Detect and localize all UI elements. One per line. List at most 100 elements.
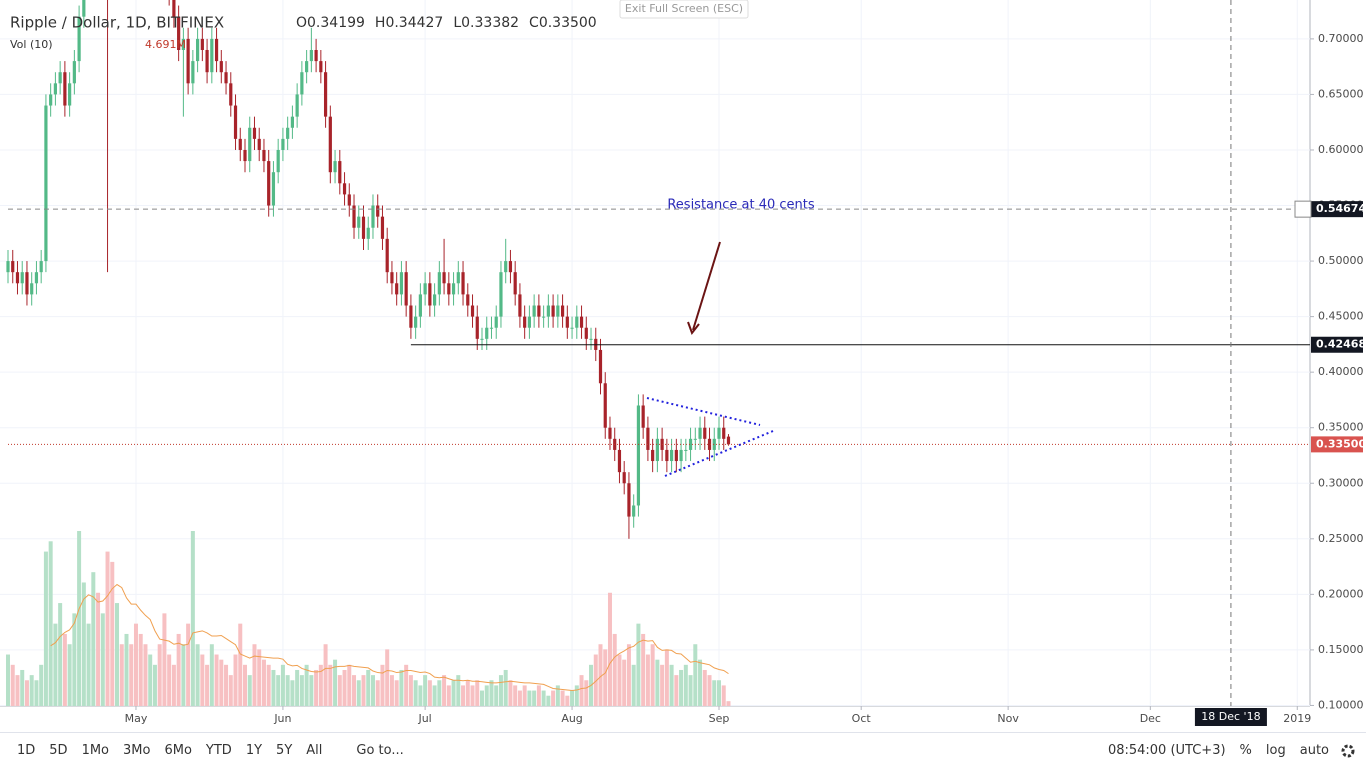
crosshair-icon bbox=[1294, 200, 1312, 218]
timeframe-button[interactable]: 6Mo bbox=[164, 743, 192, 758]
volume-bar bbox=[342, 669, 347, 706]
y-tick-label: 0.45000 bbox=[1318, 310, 1364, 323]
volume-bar bbox=[280, 664, 285, 706]
volume-bar bbox=[91, 572, 96, 706]
candle-body bbox=[77, 16, 81, 62]
candle-body bbox=[39, 261, 43, 273]
x-tick-label: Nov bbox=[997, 712, 1019, 725]
volume-bar bbox=[271, 669, 276, 706]
volume-bar bbox=[726, 701, 731, 706]
candle-body bbox=[395, 283, 399, 295]
volume-bar bbox=[43, 551, 48, 706]
volume-bar bbox=[238, 623, 243, 706]
volume-bar bbox=[475, 680, 480, 706]
volume-bar bbox=[15, 675, 20, 706]
volume-bar bbox=[593, 654, 598, 706]
candle-body bbox=[295, 94, 299, 117]
timeframe-button[interactable]: 1D bbox=[17, 743, 36, 758]
volume-bar bbox=[77, 531, 82, 706]
timeframe-button[interactable]: 5Y bbox=[276, 743, 293, 758]
volume-bar bbox=[683, 664, 688, 706]
candle-body bbox=[698, 427, 702, 439]
timeframe-button[interactable]: 3Mo bbox=[123, 743, 151, 758]
volume-bar bbox=[247, 675, 252, 706]
volume-bar bbox=[674, 675, 679, 706]
exit-fullscreen-button[interactable] bbox=[619, 0, 749, 19]
timeframe-button[interactable]: 1Mo bbox=[81, 743, 110, 758]
volume-bar bbox=[375, 680, 380, 706]
volume-bar bbox=[228, 675, 233, 706]
exit-fullscreen-label[interactable]: Exit Full Screen (ESC) bbox=[625, 2, 743, 15]
candle-body bbox=[63, 72, 67, 106]
volume-bar bbox=[532, 690, 537, 706]
volume-bar bbox=[446, 685, 451, 706]
volume-bar bbox=[133, 623, 138, 706]
candle-body bbox=[49, 94, 53, 106]
volume-bar bbox=[39, 664, 44, 706]
scale-button[interactable]: % bbox=[1239, 743, 1252, 758]
candle-body bbox=[191, 61, 195, 84]
candle-body bbox=[328, 116, 332, 173]
timeframe-button[interactable]: All bbox=[306, 743, 323, 758]
volume-bar bbox=[579, 675, 584, 706]
x-tick-label: Aug bbox=[561, 712, 582, 725]
candle-body bbox=[229, 83, 233, 106]
candle-body bbox=[267, 161, 271, 206]
volume-bar bbox=[612, 633, 617, 706]
volume-bar bbox=[456, 675, 461, 706]
timeframe-button[interactable]: 5D bbox=[49, 743, 68, 758]
candle-body bbox=[717, 427, 721, 439]
volume-bar bbox=[489, 680, 494, 706]
volume-bar bbox=[631, 664, 636, 706]
goto[interactable]: Go to... bbox=[356, 743, 404, 758]
annotation: Resistance at 40 cents bbox=[667, 198, 815, 213]
volume-bar bbox=[622, 659, 627, 706]
volume-bar bbox=[138, 633, 143, 706]
candle-body bbox=[447, 283, 451, 295]
volume-bar bbox=[72, 613, 77, 706]
scale-button[interactable]: log bbox=[1265, 743, 1286, 758]
candle-body bbox=[428, 283, 432, 306]
candle-body bbox=[404, 272, 408, 306]
candle-body bbox=[703, 427, 707, 439]
candle-body bbox=[252, 127, 257, 139]
candle-body bbox=[423, 283, 427, 295]
volume-bar bbox=[645, 654, 650, 706]
volume-ma bbox=[50, 583, 729, 692]
candle-body bbox=[177, 16, 181, 50]
candle-body bbox=[494, 316, 498, 328]
volume-bar bbox=[555, 685, 560, 706]
candle-body bbox=[25, 272, 29, 295]
candle-body bbox=[338, 161, 342, 184]
y-tick-label: 0.70000 bbox=[1318, 32, 1364, 45]
volume-bar bbox=[243, 664, 247, 706]
volume-bar bbox=[432, 685, 437, 706]
chart: 0.700000.650000.600000.550000.500000.450… bbox=[0, 0, 1366, 726]
candle-body bbox=[579, 316, 584, 328]
volume-bar bbox=[6, 654, 10, 706]
volume-bar bbox=[484, 685, 489, 706]
timeframe-button[interactable]: 1Y bbox=[245, 743, 263, 758]
volume-bar bbox=[148, 654, 153, 706]
candle-body bbox=[560, 305, 565, 317]
scale-button[interactable]: auto bbox=[1299, 743, 1329, 758]
candle-body bbox=[361, 216, 366, 239]
volume-bar bbox=[650, 644, 655, 706]
settings-icon[interactable] bbox=[1336, 741, 1366, 761]
level-label-box bbox=[1311, 436, 1363, 453]
bottom-toolbar: 1D 5D 1Mo 3Mo 6Mo YTD 1Y 5Y All Go to... 08:54:0… bbox=[0, 732, 1366, 768]
level-label: 0.54674 bbox=[1316, 202, 1366, 215]
volume-bar bbox=[347, 664, 352, 706]
volume-bar bbox=[304, 664, 309, 706]
candle-body bbox=[290, 116, 294, 128]
candle-body bbox=[281, 138, 285, 150]
volume-bar bbox=[437, 680, 442, 706]
level-label: 0.33500 bbox=[1316, 437, 1366, 450]
timeframe-button[interactable]: YTD bbox=[205, 743, 232, 758]
volume-bar bbox=[295, 669, 300, 706]
candle-body bbox=[72, 61, 76, 84]
volume-bar bbox=[152, 664, 157, 706]
volume-bar bbox=[233, 654, 238, 706]
y-tick-label: 0.30000 bbox=[1318, 476, 1364, 489]
